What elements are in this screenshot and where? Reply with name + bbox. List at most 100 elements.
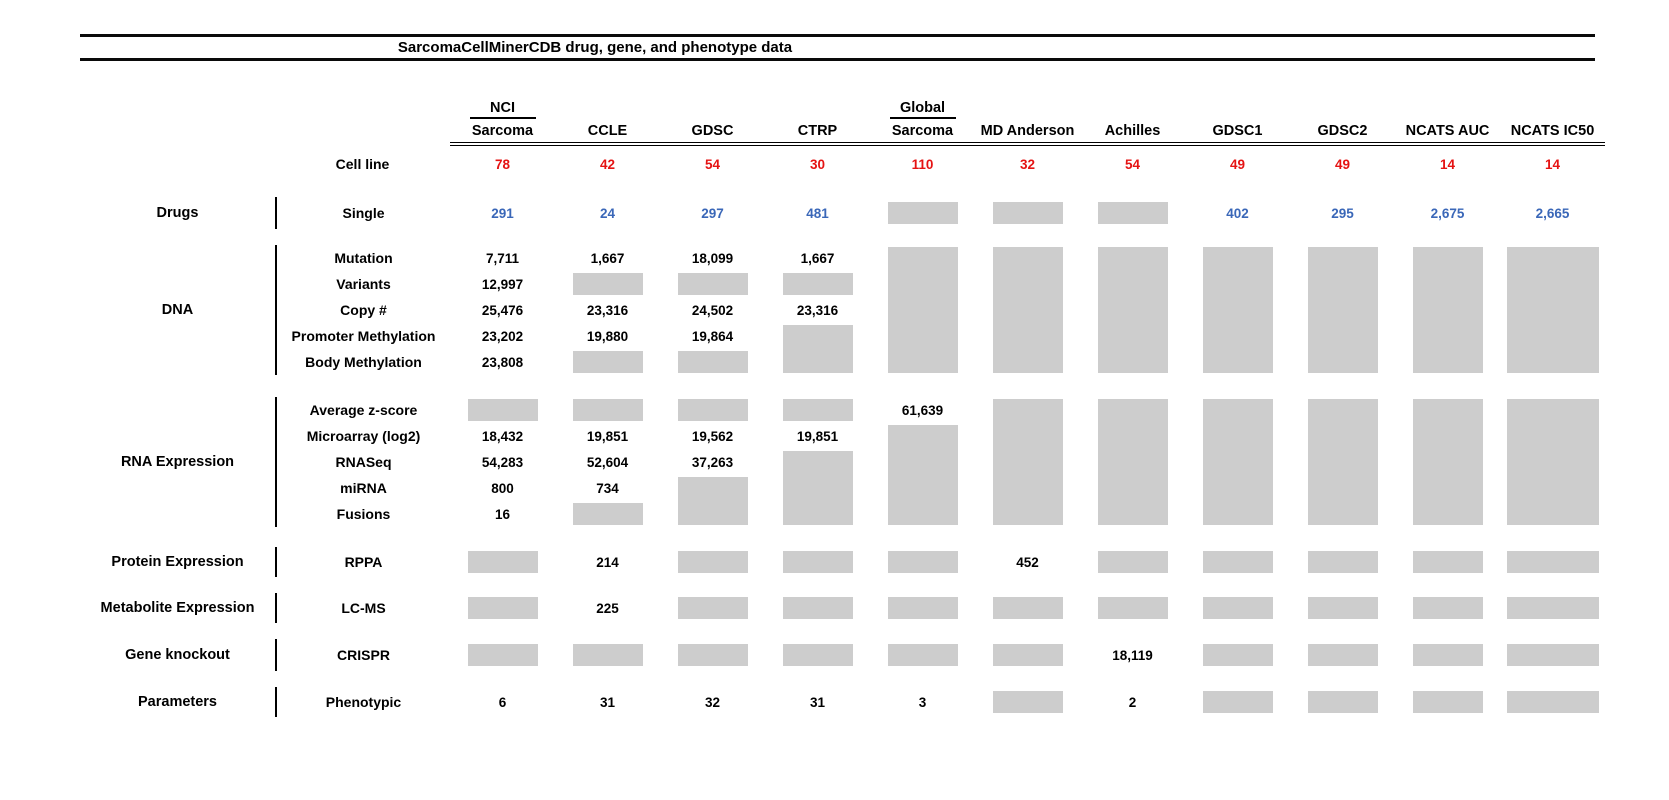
no-data-box-gdsc2: [1290, 639, 1395, 671]
value-cell-gdsc: 297: [701, 205, 724, 221]
gray-box: [467, 644, 538, 666]
no-data-box-ctrp: [765, 547, 870, 577]
gray-box: [887, 597, 958, 619]
no-data-box-gdsc1: [1185, 397, 1290, 527]
no-data-box-ncats-ic50: [1500, 245, 1605, 375]
gray-box: [1506, 691, 1599, 713]
row-label-fusions: Fusions: [275, 501, 450, 527]
gray-box: [467, 597, 538, 619]
no-data-box-ctrp: [765, 639, 870, 671]
header-spacer-rowlabel-column: [275, 97, 450, 146]
title-rule-top: [80, 34, 1595, 37]
group-label: Drugs: [156, 205, 199, 221]
no-data-box-gdsc2: [1290, 547, 1395, 577]
gray-box: [1307, 644, 1378, 666]
gray-box: [677, 597, 748, 619]
gray-box: [1307, 399, 1378, 525]
gray-box: [887, 247, 958, 373]
value-cell-nci-sarcoma: 18,432: [481, 428, 524, 444]
no-data-box-ncats-auc: [1395, 245, 1500, 375]
cell-line-count-ncats-auc: 14: [1439, 156, 1456, 172]
gray-box: [1307, 247, 1378, 373]
gray-box: [1097, 202, 1168, 224]
gray-box: [1412, 644, 1483, 666]
value-cell-global-sarcoma: 3: [918, 694, 927, 710]
no-data-box-global-sarcoma: [870, 639, 975, 671]
value-cell-ccle: 24: [599, 205, 616, 221]
column-header-gdsc2: GDSC2: [1290, 97, 1395, 146]
column-header-ccle: CCLE: [555, 97, 660, 146]
value-cell-ccle: 1,667: [590, 250, 625, 266]
title-band: SarcomaCellMinerCDB drug, gene, and phen…: [80, 0, 1595, 61]
no-data-box-nci-sarcoma: [450, 547, 555, 577]
cell-line-label: Cell line: [335, 156, 390, 172]
no-data-box-gdsc2: [1290, 397, 1395, 527]
gray-box: [572, 399, 643, 421]
gray-box: [1202, 247, 1273, 373]
no-data-box-ctrp: [765, 593, 870, 623]
value-cell-nci-sarcoma: 800: [491, 480, 514, 496]
no-data-box-achilles: [1080, 197, 1185, 229]
value-cell-achilles: 18,119: [1112, 647, 1153, 663]
gray-box: [782, 273, 853, 295]
row-label-lc-ms: LC-MS: [275, 593, 450, 623]
no-data-box-ccle: [555, 271, 660, 297]
gray-box: [782, 644, 853, 666]
gray-box: [1097, 399, 1168, 525]
no-data-box-ncats-auc: [1395, 639, 1500, 671]
no-data-box-md-anderson: [975, 197, 1080, 229]
value-cell-ctrp: 23,316: [796, 302, 839, 318]
gray-box: [992, 202, 1063, 224]
gray-box: [1506, 551, 1599, 573]
row-label-variants: Variants: [275, 271, 450, 297]
row-label-average-z-score: Average z-score: [275, 397, 450, 423]
value-cell-nci-sarcoma: 16: [494, 506, 511, 522]
gray-box: [782, 399, 853, 421]
no-data-box-gdsc: [660, 349, 765, 375]
no-data-box-achilles: [1080, 397, 1185, 527]
gray-box: [677, 551, 748, 573]
column-header-ncats-auc: NCATS AUC: [1395, 97, 1500, 146]
no-data-box-ncats-ic50: [1500, 547, 1605, 577]
value-cell-ccle: 52,604: [586, 454, 629, 470]
section-protein-expression: Protein Expression RPPA 214 452: [80, 547, 1669, 577]
value-cell-ccle: 19,880: [586, 328, 629, 344]
gray-box: [1097, 597, 1168, 619]
value-cell-ncats-ic50: 2,665: [1535, 205, 1570, 221]
value-cell-ccle: 23,316: [586, 302, 629, 318]
section-rna-expression: RNA Expression Average z-score 61,639 Micro…: [80, 397, 1669, 527]
gray-box: [992, 247, 1063, 373]
no-data-box-ccle: [555, 397, 660, 423]
gray-box: [887, 551, 958, 573]
value-cell-achilles: 2: [1128, 694, 1137, 710]
no-data-box-ncats-ic50: [1500, 639, 1605, 671]
figure-title: SarcomaCellMinerCDB drug, gene, and phen…: [397, 39, 793, 56]
no-data-box-global-sarcoma: [870, 593, 975, 623]
gray-box: [572, 351, 643, 373]
gray-box: [677, 399, 748, 421]
gray-box: [1506, 247, 1599, 373]
gray-box: [992, 691, 1063, 713]
value-cell-ccle: 734: [596, 480, 619, 496]
value-cell-gdsc: 32: [704, 694, 721, 710]
cell-line-count-ncats-ic50: 14: [1544, 156, 1561, 172]
no-data-box-ncats-ic50: [1500, 687, 1605, 717]
no-data-box-gdsc2: [1290, 687, 1395, 717]
gray-box: [1307, 691, 1378, 713]
no-data-box-ncats-auc: [1395, 397, 1500, 527]
value-cell-ctrp: 1,667: [800, 250, 835, 266]
gray-box: [467, 399, 538, 421]
no-data-box-md-anderson: [975, 687, 1080, 717]
gray-box: [572, 273, 643, 295]
gray-box: [992, 399, 1063, 525]
gray-box: [677, 351, 748, 373]
gray-box: [572, 503, 643, 525]
cell-line-count-global-sarcoma: 110: [911, 156, 934, 172]
value-cell-nci-sarcoma: 12,997: [481, 276, 524, 292]
value-cell-gdsc: 18,099: [691, 250, 734, 266]
group-label: Gene knockout: [125, 647, 230, 663]
gray-box: [887, 644, 958, 666]
cell-line-count-gdsc1: 49: [1229, 156, 1246, 172]
column-header-ncats-ic50: NCATS IC50: [1500, 97, 1605, 146]
